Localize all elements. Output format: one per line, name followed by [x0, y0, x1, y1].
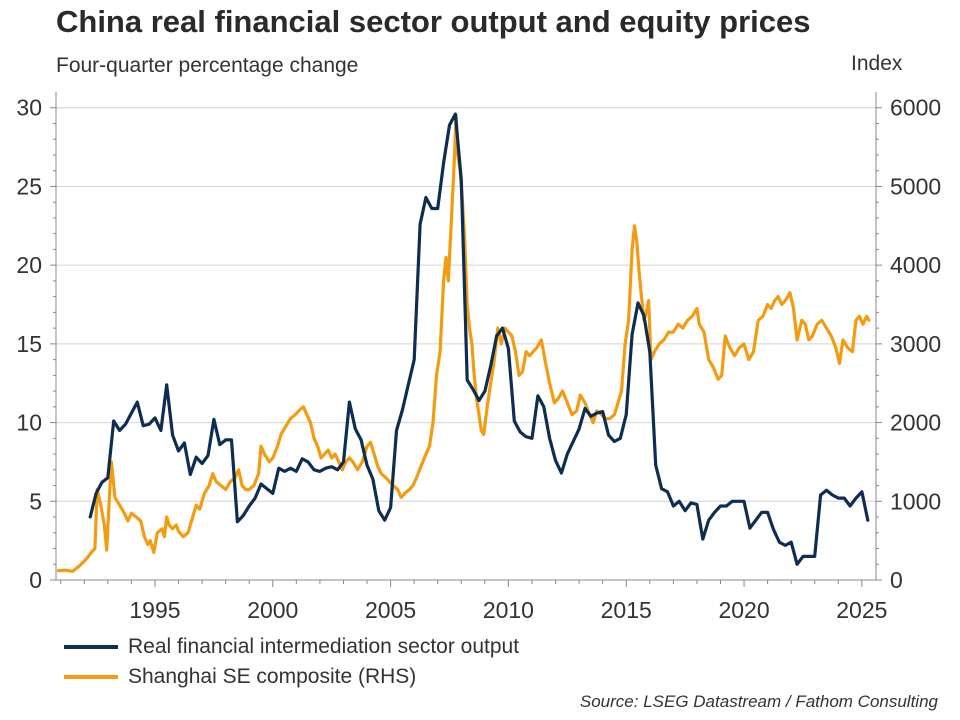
y-right-tick-label: 5000 — [890, 173, 941, 199]
x-tick-label: 2000 — [247, 597, 298, 623]
y-left-tick-label: 0 — [29, 567, 42, 593]
y-left-tick-label: 5 — [29, 488, 42, 514]
source-note: Source: LSEG Datastream / Fathom Consult… — [579, 692, 938, 711]
right-axis-label: Index — [851, 52, 903, 75]
legend-item-equity: Shanghai SE composite (RHS) — [64, 662, 519, 692]
legend-label-equity: Shanghai SE composite (RHS) — [128, 665, 417, 688]
y-right-tick-label: 3000 — [890, 331, 941, 357]
y-left-tick-label: 30 — [16, 95, 42, 121]
x-tick-label: 2010 — [483, 597, 534, 623]
series-line-financial-output — [88, 112, 870, 566]
legend-item-output: Real financial intermediation sector out… — [64, 632, 519, 662]
y-left-tick-label: 15 — [16, 331, 42, 357]
y-right-tick-label: 1000 — [890, 488, 941, 514]
x-tick-label: 2020 — [718, 597, 769, 623]
x-tick-label: 2005 — [365, 597, 416, 623]
y-right-tick-label: 2000 — [890, 410, 941, 436]
chart-title: China real financial sector output and e… — [56, 4, 811, 39]
legend-label-output: Real financial intermediation sector out… — [128, 635, 520, 658]
x-tick-label: 2015 — [601, 597, 652, 623]
y-left-tick-label: 25 — [16, 173, 42, 199]
y-right-tick-label: 0 — [890, 567, 903, 593]
y-left-tick-label: 20 — [16, 252, 42, 278]
x-tick-label: 1995 — [129, 597, 180, 623]
legend: Real financial intermediation sector out… — [64, 632, 519, 692]
y-right-tick-label: 4000 — [890, 252, 941, 278]
y-left-tick-label: 10 — [16, 410, 42, 436]
x-tick-label: 2025 — [836, 597, 887, 623]
legend-swatch-equity — [64, 675, 118, 679]
left-axis-label: Four-quarter percentage change — [56, 54, 359, 77]
y-right-tick-label: 6000 — [890, 95, 941, 121]
legend-swatch-output — [64, 645, 118, 649]
